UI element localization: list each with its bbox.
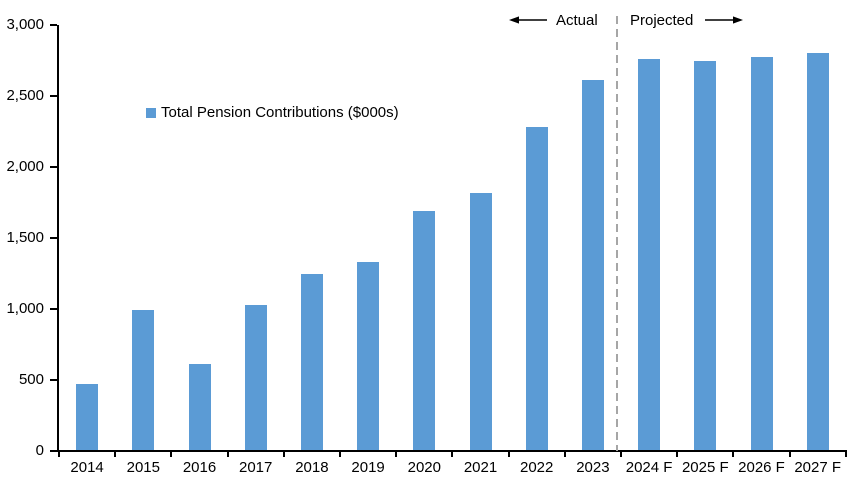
y-tick-mark xyxy=(50,95,57,97)
x-axis-label: 2014 xyxy=(70,459,104,476)
y-axis-label: 2,000 xyxy=(6,158,44,175)
x-axis-label: 2027 F xyxy=(794,459,842,476)
x-axis-label: 2016 xyxy=(182,459,217,476)
bar-2026-f xyxy=(750,56,773,450)
bar-2020 xyxy=(413,211,436,450)
bar-2018 xyxy=(300,274,323,450)
y-axis-line xyxy=(57,25,59,452)
bar-2021 xyxy=(469,192,492,450)
x-tick-mark xyxy=(563,450,566,457)
x-axis-label: 2020 xyxy=(407,459,441,476)
bar-2017 xyxy=(244,304,267,450)
y-axis-label: 2,500 xyxy=(6,87,44,104)
y-tick-mark xyxy=(50,308,57,310)
y-tick-mark xyxy=(50,237,57,239)
x-axis-label: 2026 F xyxy=(738,459,785,476)
x-axis-label: 2024 F xyxy=(625,459,673,476)
bar-2025-f xyxy=(694,60,717,450)
x-axis-label: 2022 xyxy=(520,459,554,476)
x-tick-mark xyxy=(114,450,117,457)
x-axis-label: 2017 xyxy=(239,459,273,476)
bar-2022 xyxy=(525,126,548,450)
y-tick-mark xyxy=(50,450,57,452)
x-tick-mark xyxy=(732,450,735,457)
right-arrow-icon xyxy=(705,16,743,24)
actual-projected-separator xyxy=(616,16,619,451)
y-tick-mark xyxy=(50,166,57,168)
bar-2027-f xyxy=(806,53,829,450)
x-tick-mark xyxy=(226,450,229,457)
legend-marker-icon xyxy=(146,108,156,118)
x-axis-label: 2025 F xyxy=(681,459,729,476)
bar-2014 xyxy=(76,383,99,450)
projected-label: Projected xyxy=(630,12,694,29)
x-tick-mark xyxy=(844,450,847,457)
y-axis-label: 500 xyxy=(18,371,44,388)
x-tick-mark xyxy=(451,450,454,457)
y-axis-label: 0 xyxy=(35,442,44,459)
y-tick-mark xyxy=(50,379,57,381)
bar-2016 xyxy=(188,363,211,450)
x-tick-mark xyxy=(395,450,398,457)
bar-2015 xyxy=(132,309,155,450)
legend-label: Total Pension Contributions ($000s) xyxy=(161,104,399,121)
x-tick-mark xyxy=(170,450,173,457)
x-axis-label: 2023 xyxy=(576,459,610,476)
x-tick-mark xyxy=(339,450,341,457)
y-tick-mark xyxy=(50,24,57,26)
x-axis-label: 2015 xyxy=(126,459,160,476)
x-axis-label: 2019 xyxy=(351,459,385,476)
y-axis-label: 1,500 xyxy=(6,229,44,246)
x-tick-mark xyxy=(620,450,622,457)
legend: Total Pension Contributions ($000s) xyxy=(146,104,399,122)
bar-2023 xyxy=(581,79,604,450)
left-arrow-icon xyxy=(509,16,547,24)
x-tick-mark xyxy=(507,450,510,457)
y-axis-label: 3,000 xyxy=(6,16,44,33)
bar-2019 xyxy=(357,262,380,450)
x-axis-label: 2018 xyxy=(295,459,329,476)
x-tick-mark xyxy=(676,450,679,457)
y-axis-label: 1,000 xyxy=(6,300,44,317)
actual-label: Actual xyxy=(556,12,598,29)
x-tick-mark xyxy=(58,450,60,457)
x-tick-mark xyxy=(282,450,285,457)
x-axis-label: 2021 xyxy=(463,459,498,476)
bar-2024-f xyxy=(638,59,661,450)
x-tick-mark xyxy=(788,450,791,457)
